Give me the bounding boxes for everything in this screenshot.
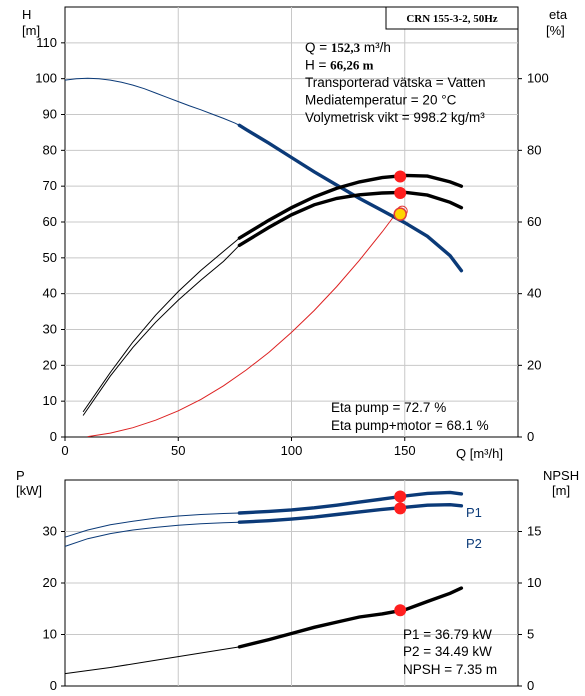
bottom-y2tick-label: 0 <box>527 678 534 693</box>
eta-pump-marker <box>394 170 407 183</box>
eta-pump-label: Eta pump = 72.7 % <box>331 400 446 415</box>
bottom-axes: 0 10 20 30 0 5 10 15 <box>43 524 542 694</box>
top-ytick-label: 50 <box>43 250 57 265</box>
title-box <box>385 6 519 30</box>
npsh-curve-bold <box>237 586 464 649</box>
bottom-y2tick-label: 10 <box>527 575 541 590</box>
p2-curve-thin <box>64 521 240 547</box>
eta-pump-motor-curve-thin <box>82 244 240 416</box>
top-ytick-label: 30 <box>43 322 57 337</box>
h-curve-bold <box>237 123 464 273</box>
top-xtick-label: 100 <box>281 443 303 458</box>
top-ytick-label: 60 <box>43 214 57 229</box>
top-y2tick-label: 60 <box>527 214 541 229</box>
info-line: Transporterad vätska = Vatten <box>305 75 485 90</box>
top-xlabel: Q [m³/h] <box>456 446 503 461</box>
p2-value-label: P2 = 34.49 kW <box>403 644 492 659</box>
operating-point-marker <box>393 207 407 221</box>
bottom-ytick-label: 20 <box>43 575 57 590</box>
top-y2tick-label: 100 <box>527 71 549 86</box>
bottom-ylabel-npsh: NPSH <box>543 468 579 483</box>
bottom-ytick-label: 30 <box>43 524 57 539</box>
bottom-ytick-label: 0 <box>50 678 57 693</box>
eta-pump-motor-curve-bold <box>237 190 464 247</box>
top-ytick-label: 20 <box>43 357 57 372</box>
eta-pump-motor-label: Eta pump+motor = 68.1 % <box>331 418 489 433</box>
chart-title: CRN 155-3-2, 50Hz <box>406 13 497 25</box>
p1-curve-bold <box>237 490 464 515</box>
top-ytick-label: 10 <box>43 393 57 408</box>
info-line: Q = 152,3 m³/h <box>305 40 391 55</box>
p1-value-label: P1 = 36.79 kW <box>403 627 492 642</box>
bottom-series <box>64 490 464 675</box>
top-ylabel-h: H <box>22 7 31 22</box>
bottom-ytick-label: 10 <box>43 627 57 642</box>
top-ylabel-eta-unit: [%] <box>546 23 565 38</box>
info-line: Volymetrisk vikt = 998.2 kg/m³ <box>305 110 485 125</box>
info-panel: Q = 152,3 m³/h H = 66,26 m Transporterad v… <box>305 40 485 125</box>
npsh-value-label: NPSH = 7.35 m <box>403 662 497 677</box>
top-xtick-label: 50 <box>171 443 185 458</box>
bottom-ylabel-p: P <box>16 468 25 483</box>
top-ytick-label: 110 <box>36 35 57 50</box>
top-axes: 0 10 20 30 40 50 60 70 80 90 100 110 0 50 100 150 0 20 40 6… <box>35 35 548 458</box>
top-xtick-label: 0 <box>61 443 68 458</box>
p2-series-label: P2 <box>466 536 482 551</box>
npsh-curve-thin <box>64 646 240 675</box>
info-line: Mediatemperatur = 20 °C <box>305 93 457 108</box>
bottom-ylabel-kw: [kW] <box>16 483 42 498</box>
p1-series-label: P1 <box>466 505 482 520</box>
npsh-marker <box>394 604 407 617</box>
info-line: H = 66,26 m <box>305 58 374 73</box>
system-curve-thin <box>87 207 401 438</box>
top-y2tick-label: 20 <box>527 357 541 372</box>
p1-curve-thin <box>64 512 240 538</box>
top-ytick-label: 70 <box>43 178 57 193</box>
top-ytick-label: 100 <box>35 71 57 86</box>
h-curve-thin <box>64 77 240 126</box>
top-ylabel-eta: eta <box>549 7 568 22</box>
top-ylabel-unit: [m] <box>22 23 40 38</box>
top-y2tick-label: 40 <box>527 286 541 301</box>
bottom-y2tick-label: 5 <box>527 627 534 642</box>
eta-pump-curve-thin <box>82 237 240 413</box>
top-ytick-label: 0 <box>50 429 57 444</box>
bottom-ylabel-m: [m] <box>552 483 570 498</box>
p1-marker <box>394 490 407 503</box>
eta-pump-motor-marker <box>394 186 407 199</box>
top-ytick-label: 90 <box>43 107 57 122</box>
bottom-y2tick-label: 15 <box>527 524 541 539</box>
top-grid <box>65 7 518 437</box>
top-xtick-label: 150 <box>394 443 416 458</box>
top-series <box>64 77 464 438</box>
top-ytick-label: 80 <box>43 142 57 157</box>
p2-curve-bold <box>237 502 464 524</box>
top-y2tick-label: 0 <box>527 429 534 444</box>
p2-marker <box>394 502 407 515</box>
top-y2tick-label: 80 <box>527 142 541 157</box>
eta-pump-curve-bold <box>237 173 464 240</box>
top-ytick-label: 40 <box>43 286 57 301</box>
